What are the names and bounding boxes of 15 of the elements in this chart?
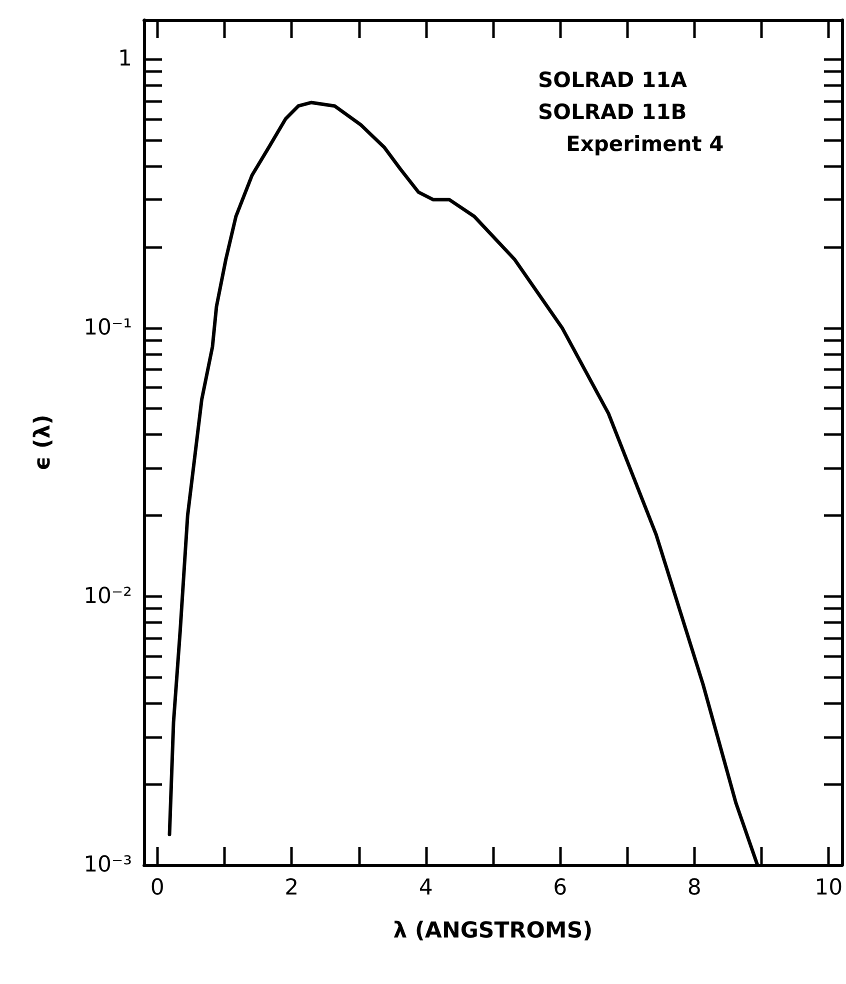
annotation: SOLRAD 11B (538, 100, 687, 124)
y-axis-title: ϵ (λ) (30, 414, 56, 470)
y-tick-label: 10⁻² (84, 584, 132, 609)
x-tick-label: 10 (814, 876, 843, 900)
y-tick-label: 10⁻³ (84, 852, 132, 878)
y-tick-label: 1 (118, 46, 132, 72)
x-axis-title: λ (ANGSTROMS) (393, 918, 593, 944)
annotation: SOLRAD 11A (538, 68, 687, 92)
x-tick-label: 4 (418, 876, 433, 900)
annotation: Experiment 4 (566, 132, 724, 156)
x-tick-label: 6 (553, 876, 568, 900)
y-tick-label: 10⁻¹ (84, 315, 132, 340)
x-tick-label: 0 (150, 876, 164, 900)
x-tick-label: 8 (687, 876, 702, 900)
x-tick-label: 2 (284, 876, 299, 900)
